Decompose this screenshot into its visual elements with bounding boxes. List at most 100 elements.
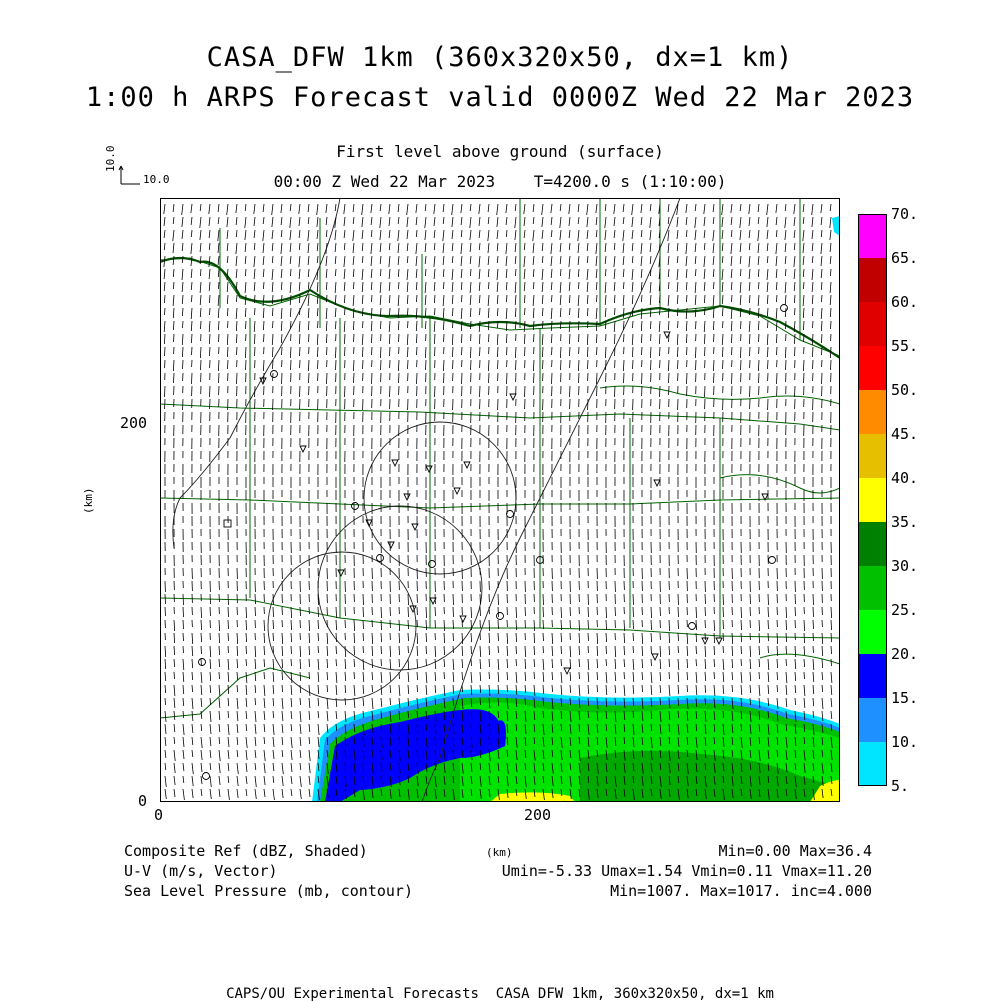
wind-vector xyxy=(588,594,589,605)
wind-vector xyxy=(723,607,724,617)
wind-vector xyxy=(696,646,697,654)
wind-vector xyxy=(624,334,625,342)
legend-wind-range: Umin=-5.33 Umax=1.54 Vmin=0.11 Vmax=11.2… xyxy=(502,862,872,880)
wind-vector xyxy=(543,633,544,641)
wind-vector xyxy=(183,633,184,641)
wind-vector xyxy=(345,308,346,315)
wind-vector xyxy=(633,633,634,641)
wind-vector xyxy=(633,321,634,328)
wind-vector xyxy=(498,607,499,617)
wind-vector xyxy=(678,594,679,605)
wind-vector xyxy=(228,646,229,653)
legend-pressure: Sea Level Pressure (mb, contour) xyxy=(124,882,413,900)
wind-vector xyxy=(786,659,787,666)
wind-vector xyxy=(678,321,679,328)
wind-vector xyxy=(336,360,337,370)
wind-vector xyxy=(273,633,274,641)
colorbar-label: 10. xyxy=(891,733,918,751)
wind-vector xyxy=(786,360,787,370)
wind-vector xyxy=(363,360,364,369)
wind-vector xyxy=(300,607,301,616)
y-axis-unit: (km) xyxy=(82,488,95,515)
wind-vector xyxy=(624,672,625,679)
colorbar-swatch xyxy=(858,214,887,259)
wind-vector xyxy=(273,594,274,605)
wind-vector xyxy=(588,607,589,617)
wind-vector xyxy=(165,607,166,616)
wind-vector xyxy=(813,646,814,653)
wind-vector xyxy=(426,646,427,654)
wind-vector xyxy=(435,607,436,616)
colorbar-swatch xyxy=(858,258,887,303)
legend-wind: U-V (m/s, Vector) xyxy=(124,862,278,880)
wind-vector xyxy=(543,594,544,605)
wind-vector xyxy=(408,620,409,629)
wind-vector xyxy=(660,308,661,315)
wind-vector xyxy=(363,646,364,653)
wind-vector xyxy=(291,659,292,666)
wind-vector xyxy=(417,373,418,384)
wind-vector xyxy=(453,360,454,369)
wind-vector xyxy=(543,646,544,653)
title-line-2: 1:00 h ARPS Forecast valid 0000Z Wed 22 … xyxy=(0,82,1000,113)
wind-vector xyxy=(678,646,679,653)
wind-vector xyxy=(489,672,490,679)
wind-vector xyxy=(471,360,472,370)
wind-vector xyxy=(633,607,634,617)
wind-vector xyxy=(597,347,598,355)
wind-vector xyxy=(453,646,454,653)
wind-vector xyxy=(723,633,724,641)
wind-vector xyxy=(183,607,184,617)
wind-vector xyxy=(408,360,409,369)
wind-vector xyxy=(642,373,643,384)
wind-vector xyxy=(534,672,535,679)
wind-vector xyxy=(291,360,292,370)
wind-vector xyxy=(228,321,229,328)
wind-vector xyxy=(273,646,274,653)
wind-vector xyxy=(174,672,175,679)
wind-vector xyxy=(345,386,346,397)
wind-vector xyxy=(516,360,517,370)
wind-vector xyxy=(327,373,328,384)
wind-vector xyxy=(750,308,751,315)
wind-vector xyxy=(678,620,679,629)
wind-vector xyxy=(264,672,265,679)
wind-vector xyxy=(471,659,472,666)
wind-vector xyxy=(705,386,706,397)
wind-vector xyxy=(219,334,220,342)
wind-vector xyxy=(498,321,499,328)
wind-vector xyxy=(435,308,436,315)
wind-vector xyxy=(300,347,301,356)
wind-vector xyxy=(354,373,355,383)
wind-vector xyxy=(570,347,571,356)
wind-vector xyxy=(813,607,814,617)
ref-vector-horizontal-label: 10.0 xyxy=(143,173,170,186)
wind-vector xyxy=(714,334,715,342)
wind-vector xyxy=(255,386,256,397)
wind-vector xyxy=(795,594,796,604)
wind-vector xyxy=(390,347,391,356)
wind-vector xyxy=(795,308,796,315)
level-label: First level above ground (surface) xyxy=(0,142,1000,161)
colorbar-swatch xyxy=(858,390,887,435)
wind-vector xyxy=(759,672,760,679)
wind-vector xyxy=(543,607,544,617)
wind-vector xyxy=(183,594,184,605)
wind-vector xyxy=(741,360,742,370)
map-plot[interactable] xyxy=(160,198,840,802)
wind-vector xyxy=(372,347,373,355)
wind-vector xyxy=(768,646,769,653)
wind-vector xyxy=(480,607,481,616)
wind-vector xyxy=(345,607,346,616)
wind-vector xyxy=(255,308,256,315)
colorbar xyxy=(858,214,888,786)
wind-vector xyxy=(795,386,796,397)
wind-vector xyxy=(786,646,787,654)
wind-vector xyxy=(741,659,742,666)
wind-vector xyxy=(696,360,697,370)
wind-vector xyxy=(363,594,364,605)
wind-vector xyxy=(813,633,814,641)
wind-vector xyxy=(588,633,589,641)
wind-vector xyxy=(723,321,724,328)
wind-vector xyxy=(408,594,409,605)
